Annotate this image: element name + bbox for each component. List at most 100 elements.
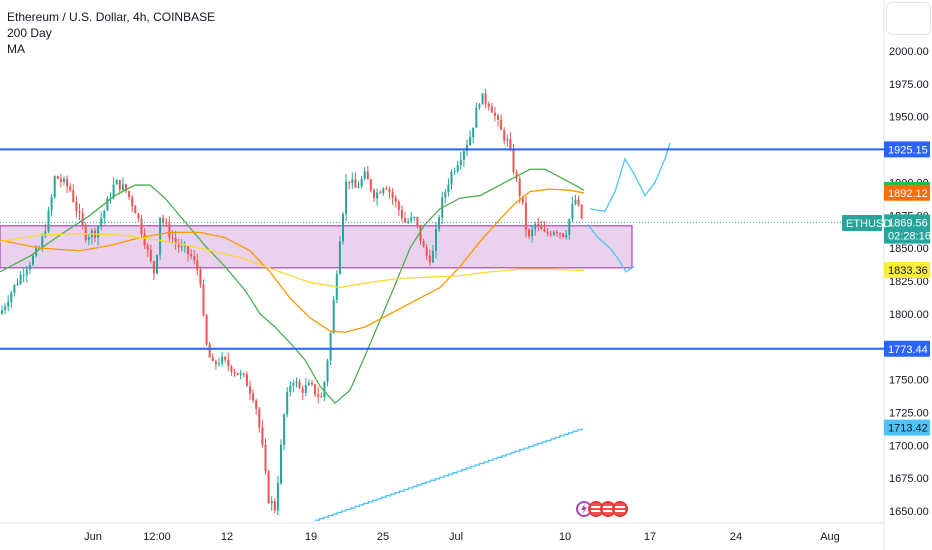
candle-body <box>214 360 217 365</box>
candle-body <box>524 202 527 230</box>
candle-body <box>13 284 16 293</box>
candle-body <box>571 204 574 220</box>
forecast-line <box>587 224 635 273</box>
price-label-bg <box>884 184 930 201</box>
price-tick-label: 1975.00 <box>889 79 929 91</box>
candle-body <box>466 145 468 152</box>
price-label-bg <box>884 262 930 279</box>
rising-line <box>315 428 583 521</box>
time-tick-label: 17 <box>644 531 656 543</box>
candle-body <box>528 229 530 237</box>
candle-body <box>422 241 425 248</box>
ma-line <box>0 188 585 333</box>
candle-body <box>100 218 103 226</box>
candle-body <box>69 186 72 191</box>
candle-body <box>506 139 509 141</box>
candle-body <box>301 388 304 393</box>
candle-body <box>546 231 549 234</box>
event-markers[interactable] <box>576 501 628 517</box>
candle-body <box>580 204 583 219</box>
candle-body <box>140 218 143 235</box>
indicator-lines <box>0 142 671 521</box>
candle-body <box>360 178 363 187</box>
candle-body <box>438 217 441 229</box>
candle-body <box>32 255 34 265</box>
candlestick-series <box>1 88 583 516</box>
candle-body <box>425 247 428 256</box>
candle-body <box>47 210 50 232</box>
candle-body <box>242 373 245 375</box>
candle-body <box>385 188 388 190</box>
time-tick-label: 24 <box>730 531 742 543</box>
candle-body <box>323 381 326 398</box>
price-axis-labels: 1925.151894.321892.121869.5602:28:161833… <box>884 141 931 436</box>
candle-body <box>351 179 354 183</box>
candle-body <box>543 229 546 232</box>
candle-body <box>149 249 152 262</box>
candle-body <box>410 217 413 222</box>
candle-body <box>258 408 261 428</box>
candle-body <box>497 115 499 120</box>
price-tick-label: 1950.00 <box>889 112 929 124</box>
price-axis[interactable]: 1650.001675.001700.001725.001750.001775.… <box>889 46 929 518</box>
forecast-line <box>589 142 671 213</box>
candle-body <box>115 180 118 185</box>
symbol-tag-text: ETHUSD <box>846 218 891 230</box>
candle-body <box>165 222 168 224</box>
price-label-bg <box>884 340 930 357</box>
candle-body <box>28 264 31 270</box>
candle-body <box>521 196 524 203</box>
candle-body <box>574 199 577 205</box>
candle-body <box>118 180 121 190</box>
candle-body <box>534 224 537 230</box>
candle-body <box>106 198 109 211</box>
symbol-tag: ETHUSD <box>842 215 891 231</box>
candle-body <box>202 284 205 316</box>
chart-settings-button[interactable] <box>886 2 931 35</box>
candle-body <box>273 501 276 511</box>
time-tick-label: 25 <box>377 531 389 543</box>
candle-body <box>298 381 301 389</box>
legend-title: Ethereum / U.S. Dollar, 4h, COINBASE <box>7 10 216 24</box>
candle-body <box>487 103 490 107</box>
candle-body <box>10 292 13 303</box>
candle-body <box>168 223 171 238</box>
horizontal-levels[interactable] <box>0 148 884 350</box>
candle-body <box>462 151 465 160</box>
candle-body <box>103 210 106 219</box>
candle-body <box>252 393 255 401</box>
candle-body <box>261 427 264 445</box>
price-label-bg <box>884 214 930 231</box>
candle-body <box>531 229 534 237</box>
candle-body <box>354 179 357 188</box>
candle-body <box>245 374 248 387</box>
candle-body <box>404 218 406 223</box>
candle-body <box>518 178 521 197</box>
candle-body <box>475 107 478 128</box>
time-tick-label: 19 <box>305 531 317 543</box>
price-tick-label: 1750.00 <box>889 375 929 387</box>
candle-body <box>224 356 227 360</box>
candle-body <box>562 233 565 238</box>
candle-body <box>540 225 543 230</box>
candle-body <box>264 444 267 472</box>
candle-body <box>484 93 487 104</box>
candle-body <box>267 471 270 504</box>
candle-body <box>1 310 3 314</box>
candle-body <box>183 246 186 248</box>
candle-body <box>171 237 174 239</box>
time-tick-label: 12 <box>221 531 233 543</box>
candle-body <box>472 127 475 138</box>
candle-body <box>329 333 332 361</box>
chart-legend[interactable]: Ethereum / U.S. Dollar, 4h, COINBASE 200… <box>7 9 215 57</box>
candle-body <box>369 179 372 191</box>
candle-body <box>25 269 28 275</box>
ma-line <box>0 233 585 289</box>
time-axis[interactable]: Jun 12:00 12 19 25 Jul 10 17 24 Aug <box>84 531 840 543</box>
candle-body <box>125 184 127 192</box>
legend-indicator-period: 200 Day <box>7 26 52 40</box>
us-flag-icon-3 <box>612 501 628 517</box>
candle-body <box>286 391 289 415</box>
candle-body <box>276 482 279 511</box>
